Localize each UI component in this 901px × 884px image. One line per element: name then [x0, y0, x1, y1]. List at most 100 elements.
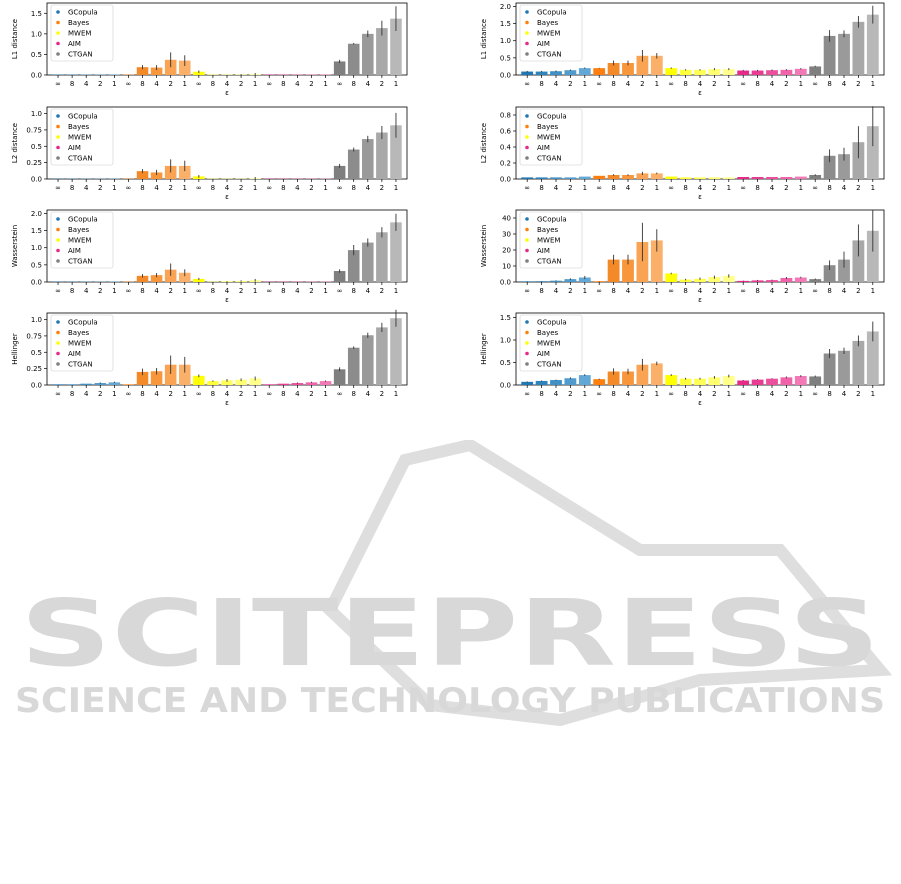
- x-tick-label: 8: [827, 287, 831, 295]
- x-tick-label: 1: [799, 287, 803, 295]
- legend-marker-aim: [525, 145, 529, 150]
- x-tick-label: 1: [655, 287, 659, 295]
- x-tick-label: 2: [640, 390, 644, 398]
- x-tick-label: 8: [140, 390, 144, 398]
- x-tick-label: 4: [366, 184, 371, 192]
- x-tick-label: ∞: [596, 184, 602, 192]
- y-tick-label: 0.6: [500, 128, 512, 136]
- bar-ctgan-4: [376, 327, 388, 385]
- bar-ctgan-1: [333, 61, 346, 75]
- scitepress-watermark: SCITEPRESS SCIENCE AND TECHNOLOGY PUBLIC…: [15, 440, 893, 727]
- x-tick-label: 2: [98, 287, 102, 295]
- bar-ctgan-2: [347, 347, 360, 385]
- bar-ctgan-4: [852, 21, 865, 75]
- x-tick-label: ∞: [266, 80, 272, 88]
- x-tick-label: 2: [568, 184, 572, 192]
- legend-label-gcopula: GCopula: [68, 9, 98, 17]
- legend: GCopula Bayes MWEM AIM CTGAN: [50, 314, 114, 372]
- x-tick-label: 1: [112, 287, 116, 295]
- legend-box: [519, 211, 583, 269]
- y-tick-label: 1.0: [500, 337, 511, 345]
- bar-gcopula-1: [521, 177, 534, 179]
- x-tick-label: 2: [168, 287, 172, 295]
- bar-aim-3: [766, 70, 778, 75]
- x-tick-label: ∞: [126, 80, 132, 88]
- bar-bayes-2: [136, 171, 149, 179]
- bar-aim-2: [277, 383, 290, 385]
- bar-mwem-5: [722, 275, 735, 282]
- legend-label-ctgan: CTGAN: [537, 155, 562, 163]
- x-tick-label: 8: [611, 390, 615, 398]
- x-tick-label: 4: [698, 287, 703, 295]
- legend: GCopula Bayes MWEM AIM CTGAN: [519, 108, 583, 166]
- x-tick-label: 1: [583, 390, 587, 398]
- x-tick-label: 4: [366, 390, 371, 398]
- bar-mwem-1: [665, 273, 678, 282]
- bar-mwem-4: [708, 177, 721, 179]
- y-tick-label: 0.5: [31, 349, 42, 357]
- legend-label-aim: AIM: [537, 350, 550, 358]
- bar-ctgan-3: [362, 335, 374, 385]
- bar-mwem-1: [193, 278, 205, 282]
- bar-ctgan-2: [823, 155, 836, 179]
- y-tick-label: 0.5: [31, 51, 42, 59]
- y-tick-label: 0.5: [31, 261, 42, 269]
- chart-panel-8: 0.0 0.5 1.0 1.5 Hellinger ∞ 8 4 2 1 ∞ 8 4 2 1 ∞ 8 4 2 1 ∞ 8 4 2…: [480, 312, 885, 407]
- bar-aim-1: [737, 70, 750, 75]
- bar-mwem-1: [193, 71, 205, 75]
- bar-bayes-3: [150, 275, 163, 282]
- bar-gcopula-5: [578, 277, 591, 282]
- figure-chart-grid: 0.0 0.5 1.0 1.5 L1 distance ∞ 8 4 2 1 ∞ 8 4 2 1 ∞ 8 4 2 1 ∞ 8…: [11, 2, 885, 407]
- bar-gcopula-4: [564, 70, 577, 75]
- y-tick-label: 2.0: [31, 210, 42, 218]
- x-tick-label: 8: [827, 184, 831, 192]
- x-tick-label: 8: [683, 390, 687, 398]
- chart-panel-7: 0.0 0.25 0.5 0.75 1.0 Hellinger ∞ 8 4 2 1 ∞ 8 4 2 1 ∞ 8 4 2…: [11, 309, 408, 407]
- x-tick-label: 8: [70, 80, 74, 88]
- x-tick-label: 1: [394, 184, 398, 192]
- bar-aim-1: [737, 280, 750, 282]
- bar-aim-5: [319, 381, 332, 385]
- x-tick-label: ∞: [668, 287, 674, 295]
- x-tick-label: ∞: [337, 184, 343, 192]
- x-tick-label: 4: [154, 80, 159, 88]
- x-tick-label: 4: [626, 184, 631, 192]
- x-tick-label: 1: [323, 287, 327, 295]
- x-tick-label: 2: [239, 80, 243, 88]
- y-tick-label: 0.0: [31, 382, 42, 390]
- bar-mwem-1: [193, 176, 205, 179]
- bar-gcopula-2: [535, 380, 548, 385]
- x-tick-label: 1: [655, 80, 659, 88]
- x-tick-label: 4: [770, 80, 775, 88]
- bar-ctgan-3: [362, 33, 374, 75]
- x-tick-label: 8: [611, 287, 615, 295]
- chart-panel-4: 0.0 0.2 0.4 0.6 0.8 L2 distance ∞ 8 4 2 1 ∞ 8 4 2 1 ∞ 8 4 2…: [480, 106, 885, 201]
- y-axis-label: Hellinger: [480, 333, 488, 365]
- x-tick-label: 4: [770, 184, 775, 192]
- x-tick-label: ∞: [668, 390, 674, 398]
- bar-aim-1: [737, 177, 750, 179]
- bar-ctgan-4: [376, 28, 388, 75]
- x-tick-label: 2: [568, 287, 572, 295]
- x-tick-label: 8: [539, 184, 543, 192]
- x-tick-label: 8: [683, 184, 687, 192]
- x-tick-label: 8: [539, 390, 543, 398]
- legend-label-mwem: MWEM: [68, 340, 91, 348]
- bar-gcopula-1: [521, 281, 534, 282]
- legend-label-aim: AIM: [537, 144, 550, 152]
- x-tick-label: ∞: [126, 184, 132, 192]
- x-tick-label: 1: [583, 184, 587, 192]
- y-tick-label: 0.0: [500, 176, 511, 184]
- x-tick-label: 2: [856, 80, 860, 88]
- bar-gcopula-5: [578, 68, 591, 75]
- x-tick-label: 2: [380, 390, 384, 398]
- bar-aim-5: [794, 176, 807, 179]
- x-tick-label: ∞: [524, 390, 530, 398]
- bar-bayes-5: [650, 55, 663, 75]
- bar-bayes-4: [636, 364, 649, 385]
- y-tick-label: 0.75: [26, 332, 42, 340]
- x-tick-label: 4: [154, 184, 159, 192]
- x-tick-label: ∞: [126, 390, 132, 398]
- legend-marker-mwem: [56, 31, 60, 35]
- x-tick-label: 2: [309, 390, 313, 398]
